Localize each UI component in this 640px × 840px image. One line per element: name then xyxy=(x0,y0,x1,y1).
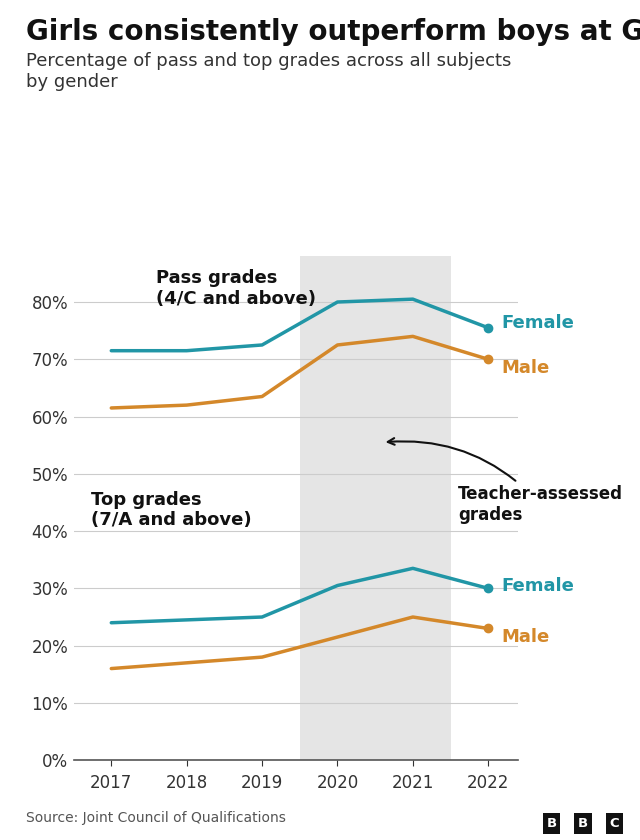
Text: Male: Male xyxy=(502,359,550,377)
Bar xyxy=(300,256,451,760)
Text: Source: Joint Council of Qualifications: Source: Joint Council of Qualifications xyxy=(26,811,285,825)
Text: B: B xyxy=(547,817,557,830)
Text: C: C xyxy=(609,817,620,830)
Text: Teacher-assessed
grades: Teacher-assessed grades xyxy=(388,438,623,524)
Text: Top grades
(7/A and above): Top grades (7/A and above) xyxy=(92,491,252,529)
Text: B: B xyxy=(578,817,588,830)
Text: Female: Female xyxy=(502,576,575,595)
Text: Female: Female xyxy=(502,314,575,332)
Text: Pass grades
(4/C and above): Pass grades (4/C and above) xyxy=(156,269,316,307)
Text: Girls consistently outperform boys at GCSEs: Girls consistently outperform boys at GC… xyxy=(26,18,640,46)
Text: Male: Male xyxy=(502,628,550,646)
Text: Percentage of pass and top grades across all subjects
by gender: Percentage of pass and top grades across… xyxy=(26,52,511,91)
